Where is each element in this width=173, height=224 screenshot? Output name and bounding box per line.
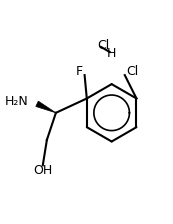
- Text: H: H: [107, 47, 116, 60]
- Polygon shape: [36, 101, 56, 113]
- Text: Cl: Cl: [97, 39, 109, 52]
- Text: H₂N: H₂N: [4, 95, 28, 108]
- Text: Cl: Cl: [126, 65, 138, 78]
- Text: F: F: [76, 65, 83, 78]
- Text: OH: OH: [33, 164, 52, 177]
